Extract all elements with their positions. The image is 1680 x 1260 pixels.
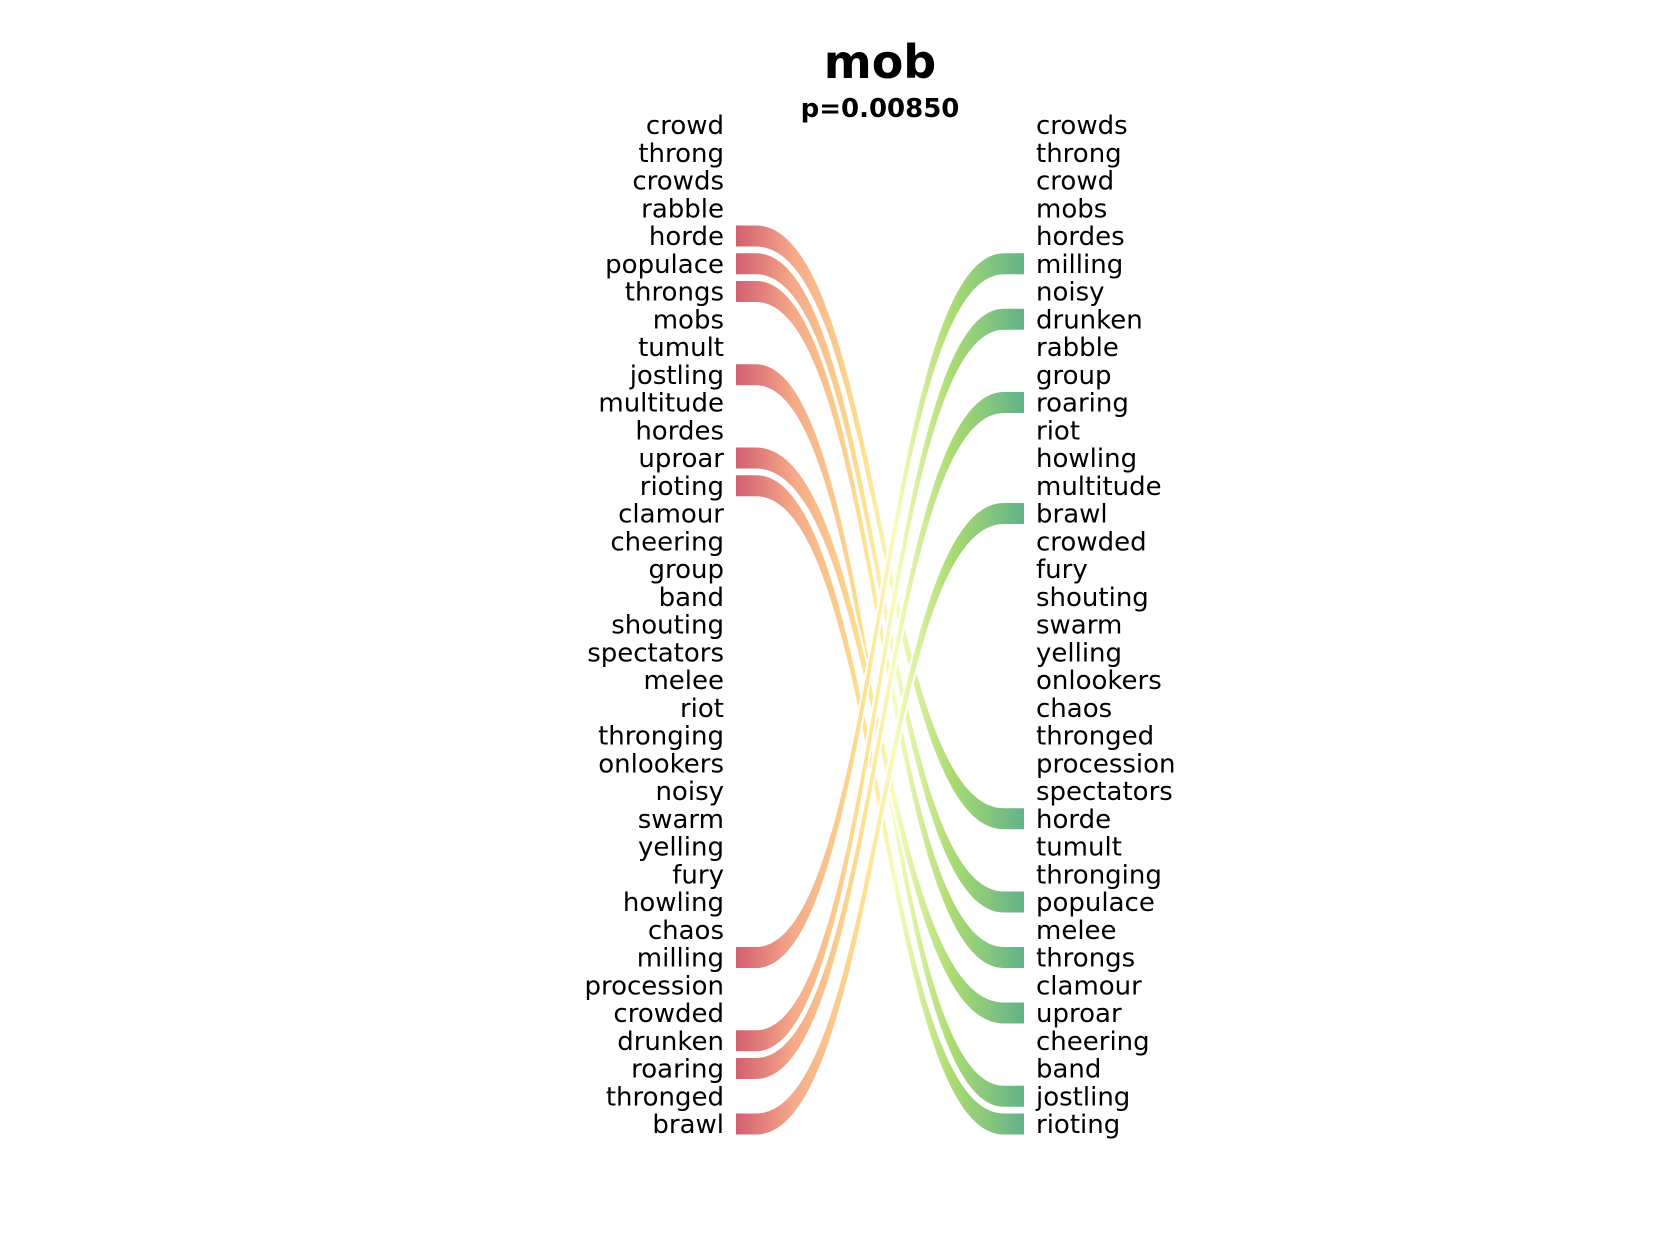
right-word-label: drunken (1036, 305, 1143, 335)
left-word-label: horde (649, 222, 724, 252)
left-word-label: crowded (613, 999, 724, 1029)
right-word-label: band (1036, 1055, 1101, 1085)
link-band-horde (736, 225, 1024, 830)
left-word-label: hordes (635, 416, 724, 446)
left-word-label: throngs (625, 278, 724, 308)
left-word-label: cheering (610, 527, 724, 557)
left-word-label: populace (605, 250, 724, 280)
left-word-label: procession (584, 971, 724, 1001)
right-word-label: roaring (1036, 389, 1129, 419)
left-word-label: thronged (606, 1082, 724, 1112)
right-word-label: crowded (1036, 527, 1147, 557)
right-word-label: yelling (1036, 638, 1122, 668)
left-word-label: chaos (648, 916, 724, 946)
right-word-label: fury (1036, 555, 1088, 585)
right-word-label: spectators (1036, 777, 1173, 807)
left-word-label: band (659, 583, 724, 613)
left-word-label: onlookers (598, 749, 724, 779)
left-word-label: roaring (631, 1055, 724, 1085)
right-word-label: mobs (1036, 194, 1107, 224)
left-word-label: group (648, 555, 724, 585)
left-word-label: tumult (638, 333, 724, 363)
left-word-label: crowd (646, 111, 724, 141)
right-word-label: crowd (1036, 167, 1114, 197)
right-word-label: clamour (1036, 971, 1142, 1001)
link-band-roaring (736, 392, 1024, 1079)
left-word-label: milling (637, 944, 724, 974)
right-word-label: jostling (1035, 1082, 1130, 1112)
left-word-label: throng (638, 139, 724, 169)
left-word-column: crowdthrongcrowdsrabblehordepopulacethro… (584, 111, 724, 1140)
right-word-label: multitude (1036, 472, 1162, 502)
right-word-label: chaos (1036, 694, 1112, 724)
left-word-label: fury (672, 860, 724, 890)
right-word-label: crowds (1036, 111, 1128, 141)
right-word-label: milling (1036, 250, 1123, 280)
right-word-label: rioting (1036, 1110, 1120, 1140)
right-word-label: throngs (1036, 944, 1135, 974)
left-word-label: multitude (598, 389, 724, 419)
left-word-label: melee (643, 666, 724, 696)
left-word-label: swarm (638, 805, 724, 835)
left-word-label: jostling (629, 361, 724, 391)
left-word-label: mobs (653, 305, 724, 335)
right-word-label: onlookers (1036, 666, 1162, 696)
right-word-label: throng (1036, 139, 1122, 169)
right-word-column: crowdsthrongcrowdmobshordesmillingnoisyd… (1035, 111, 1176, 1140)
right-word-label: thronged (1036, 722, 1154, 752)
links-layer (734, 223, 1026, 1137)
left-word-label: shouting (611, 611, 724, 641)
link-band-milling (736, 253, 1024, 968)
right-word-label: hordes (1036, 222, 1125, 252)
left-word-label: brawl (652, 1110, 724, 1140)
chart-title: mob (824, 35, 936, 89)
right-word-label: procession (1036, 749, 1176, 779)
link-band-drunken (736, 308, 1024, 1052)
left-word-label: yelling (638, 833, 724, 863)
right-word-label: thronging (1036, 860, 1162, 890)
right-word-label: horde (1036, 805, 1111, 835)
left-word-label: riot (680, 694, 724, 724)
right-word-label: cheering (1036, 1027, 1150, 1057)
left-word-label: drunken (617, 1027, 724, 1057)
left-word-label: crowds (632, 167, 724, 197)
left-word-label: noisy (655, 777, 724, 807)
right-word-label: noisy (1036, 278, 1105, 308)
link-band-brawl (736, 503, 1024, 1135)
link-band-populace (736, 253, 1024, 913)
right-word-label: howling (1036, 444, 1137, 474)
right-word-label: melee (1036, 916, 1117, 946)
right-word-label: rabble (1036, 333, 1119, 363)
right-word-label: shouting (1036, 583, 1149, 613)
right-word-label: group (1036, 361, 1112, 391)
left-word-label: howling (623, 888, 724, 918)
right-word-label: swarm (1036, 611, 1122, 641)
right-word-label: tumult (1036, 833, 1122, 863)
left-word-label: spectators (587, 638, 724, 668)
right-word-label: riot (1036, 416, 1080, 446)
right-word-label: populace (1036, 888, 1155, 918)
left-word-label: thronging (598, 722, 724, 752)
right-word-label: uproar (1036, 999, 1122, 1029)
left-word-label: uproar (638, 444, 724, 474)
left-word-label: clamour (618, 500, 724, 530)
right-word-label: brawl (1036, 500, 1108, 530)
chart-subtitle: p=0.00850 (801, 94, 960, 124)
left-word-label: rioting (640, 472, 724, 502)
left-word-label: rabble (641, 194, 724, 224)
